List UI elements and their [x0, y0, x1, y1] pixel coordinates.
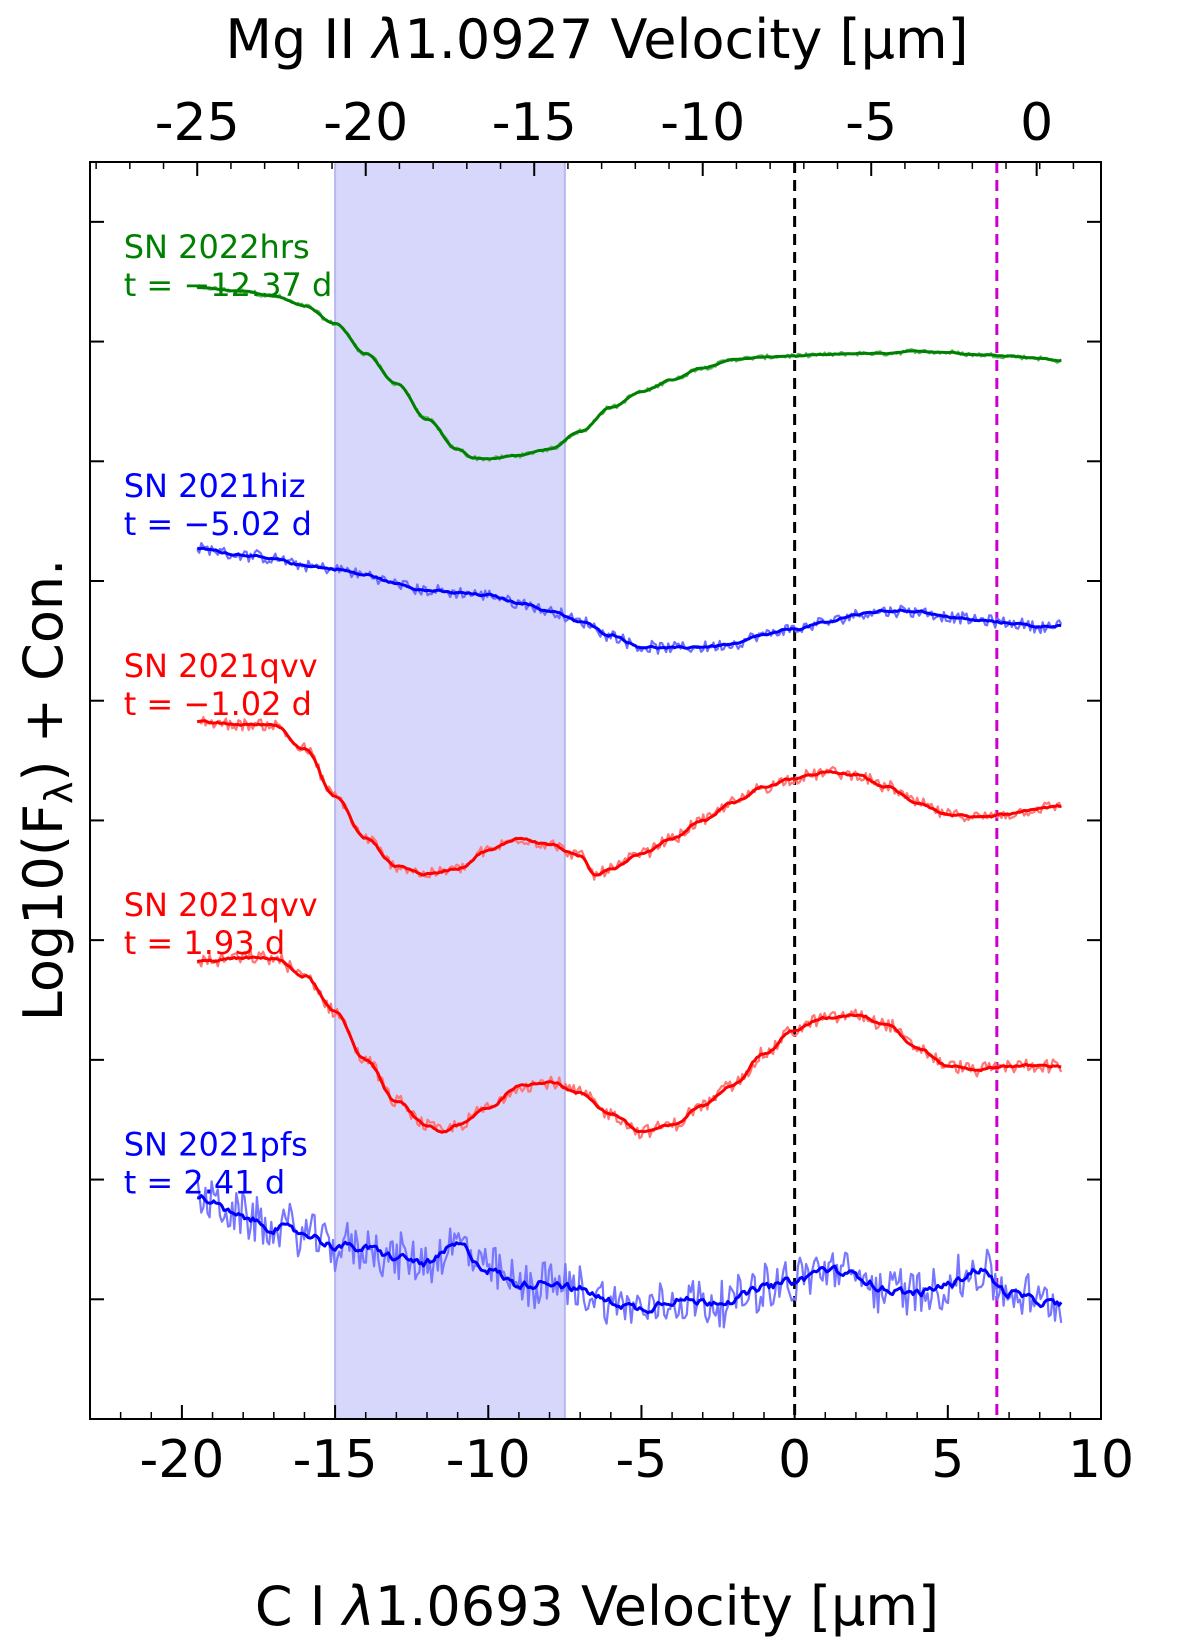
x-tick-label: -10 [446, 1430, 531, 1490]
y-axis-label: Log10(Fλ) + Con. [12, 559, 81, 1022]
x-tick-label: -15 [293, 1430, 378, 1490]
y-axis-label-prefix: Log10(F [12, 804, 75, 1021]
series-phase-label-0: t = −12.37 d [124, 266, 333, 304]
x-axis-label: C I λ1.0693 Velocity [μm] [255, 1575, 939, 1637]
series-name-label-2: SN 2021qvv [124, 647, 318, 685]
shaded-velocity-band [334, 161, 566, 1420]
y-axis-label-suffix: ) + Con. [12, 559, 75, 782]
axes-frame [89, 161, 1102, 1420]
series-name-label-0: SN 2022hrs [124, 228, 310, 266]
top-axis-label-species: Mg II [225, 8, 372, 71]
series-smooth-2 [196, 719, 1062, 877]
top-tick-label: -25 [155, 93, 240, 153]
series-phase-label-3: t = 1.93 d [124, 924, 285, 962]
series-smooth-1 [196, 546, 1062, 650]
axis-ticks [90, 162, 1102, 1419]
series-phase-label-4: t = 2.41 d [124, 1164, 285, 1202]
x-tick-label: 5 [931, 1430, 964, 1490]
spectra-series [196, 284, 1063, 1329]
x-tick-label: 0 [778, 1430, 811, 1490]
x-axis-label-species: C I [255, 1575, 343, 1637]
x-tick-label: -5 [616, 1430, 668, 1490]
series-smooth-0 [197, 286, 1062, 461]
y-axis-label-sub: λ [37, 781, 81, 804]
series-smooth-3 [196, 955, 1062, 1134]
series-phase-label-1: t = −5.02 d [124, 505, 312, 543]
top-tick-label: 0 [1020, 93, 1053, 153]
top-tick-label: -5 [845, 93, 897, 153]
top-tick-label: -10 [660, 93, 745, 153]
top-tick-label: -15 [492, 93, 577, 153]
axis-tick-labels: -20 -15 -10 -5 0 5 10 -25 -20 -15 -10 -5 0 [139, 93, 1134, 1490]
series-raw-4 [196, 1176, 1063, 1329]
series-name-label-4: SN 2021pfs [124, 1126, 308, 1164]
series-smooth-4 [196, 1194, 1063, 1315]
top-axis-label-rest: 1.0927 Velocity [μm] [404, 8, 968, 71]
top-axis-label-lambda: λ [369, 8, 404, 71]
top-tick-label: -20 [323, 93, 408, 153]
series-phase-label-2: t = −1.02 d [124, 685, 312, 723]
x-axis-label-rest: 1.0693 Velocity [μm] [375, 1575, 939, 1637]
reference-lines [793, 162, 999, 1419]
top-axis-label: Mg II λ1.0927 Velocity [μm] [225, 8, 968, 71]
x-tick-label: -20 [139, 1430, 224, 1490]
plot-area [196, 161, 1063, 1420]
series-raw-2 [197, 715, 1063, 881]
x-axis-label-lambda: λ [340, 1575, 375, 1637]
x-tick-label: 10 [1068, 1430, 1134, 1490]
series-name-label-1: SN 2021hiz [124, 467, 306, 505]
series-name-label-3: SN 2021qvv [124, 886, 318, 924]
